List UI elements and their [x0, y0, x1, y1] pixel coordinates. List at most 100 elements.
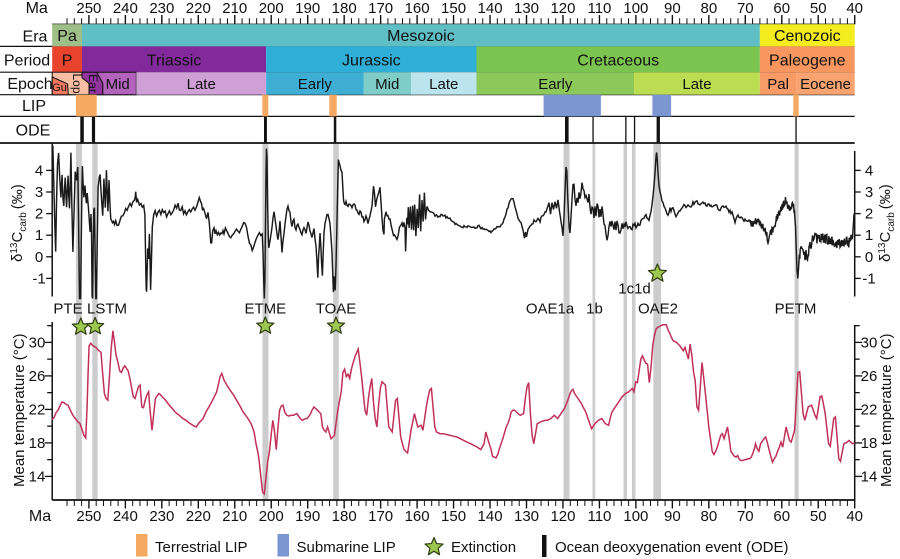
- svg-text:Cenozoic: Cenozoic: [774, 28, 841, 45]
- svg-text:-1: -1: [862, 270, 875, 287]
- svg-text:60: 60: [773, 0, 790, 17]
- svg-text:220: 220: [186, 0, 211, 17]
- svg-text:Late: Late: [429, 76, 458, 93]
- svg-text:0: 0: [35, 249, 43, 266]
- svg-text:210: 210: [222, 508, 247, 525]
- svg-text:230: 230: [149, 0, 174, 17]
- svg-text:δ13Ccarb (‰): δ13Ccarb (‰): [877, 184, 897, 262]
- svg-text:ETME: ETME: [244, 301, 286, 318]
- svg-text:90: 90: [664, 508, 681, 525]
- svg-text:Era: Era: [23, 29, 48, 46]
- svg-text:LIP: LIP: [22, 98, 46, 115]
- svg-text:LSTM: LSTM: [87, 301, 127, 318]
- svg-text:Mid: Mid: [375, 76, 399, 93]
- svg-text:Ear: Ear: [86, 74, 100, 93]
- svg-text:60: 60: [773, 508, 790, 525]
- svg-text:Eocene: Eocene: [800, 76, 851, 93]
- svg-text:160: 160: [405, 0, 430, 17]
- svg-text:1: 1: [35, 227, 43, 244]
- svg-text:160: 160: [405, 508, 430, 525]
- svg-text:Epoch: Epoch: [7, 76, 52, 93]
- svg-text:22: 22: [861, 401, 878, 418]
- svg-text:0: 0: [865, 249, 873, 266]
- svg-text:18: 18: [861, 435, 878, 452]
- svg-text:120: 120: [550, 508, 575, 525]
- svg-text:70: 70: [737, 508, 754, 525]
- svg-text:40: 40: [846, 508, 863, 525]
- svg-text:2: 2: [35, 206, 43, 223]
- svg-text:1: 1: [865, 227, 873, 244]
- svg-text:140: 140: [478, 0, 503, 17]
- svg-text:110: 110: [587, 0, 611, 17]
- svg-text:250: 250: [76, 0, 101, 17]
- svg-text:Mean temperature (°C): Mean temperature (°C): [878, 333, 895, 487]
- svg-text:14: 14: [861, 468, 878, 485]
- svg-text:Paleogene: Paleogene: [769, 52, 846, 69]
- svg-text:TOAE: TOAE: [316, 301, 357, 318]
- svg-text:14: 14: [29, 468, 46, 485]
- svg-text:26: 26: [29, 368, 46, 385]
- svg-text:90: 90: [664, 0, 681, 17]
- svg-text:190: 190: [295, 0, 320, 17]
- svg-text:Ma: Ma: [26, 0, 48, 17]
- svg-text:Pa: Pa: [57, 28, 77, 45]
- svg-text:Jurassic: Jurassic: [342, 52, 401, 69]
- svg-text:Early: Early: [298, 76, 333, 93]
- svg-text:4: 4: [865, 162, 873, 179]
- svg-text:120: 120: [550, 0, 575, 17]
- svg-text:OAE1a: OAE1a: [526, 301, 575, 318]
- svg-text:Ocean deoxygenation event (ODE: Ocean deoxygenation event (ODE): [555, 539, 788, 556]
- svg-text:OAE2: OAE2: [638, 301, 678, 318]
- svg-text:Late: Late: [682, 76, 711, 93]
- svg-text:220: 220: [186, 508, 211, 525]
- svg-text:180: 180: [332, 508, 357, 525]
- svg-text:170: 170: [368, 508, 393, 525]
- svg-text:ODE: ODE: [16, 123, 51, 140]
- svg-text:80: 80: [700, 508, 717, 525]
- svg-text:2: 2: [865, 206, 873, 223]
- svg-text:30: 30: [29, 334, 46, 351]
- svg-text:Early: Early: [538, 76, 573, 93]
- svg-text:50: 50: [810, 0, 827, 17]
- svg-text:Terrestrial LIP: Terrestrial LIP: [155, 539, 248, 556]
- svg-text:22: 22: [29, 401, 46, 418]
- svg-text:30: 30: [861, 334, 878, 351]
- svg-text:200: 200: [259, 0, 284, 17]
- svg-text:Mid: Mid: [106, 76, 130, 93]
- svg-text:P: P: [62, 52, 73, 69]
- svg-text:Cretaceous: Cretaceous: [577, 52, 659, 69]
- svg-text:3: 3: [35, 184, 43, 201]
- svg-text:50: 50: [810, 508, 827, 525]
- svg-text:Late: Late: [187, 76, 216, 93]
- svg-text:100: 100: [623, 508, 648, 525]
- svg-text:Mesozoic: Mesozoic: [387, 28, 455, 45]
- svg-text:180: 180: [332, 0, 357, 17]
- svg-text:Triassic: Triassic: [147, 52, 202, 69]
- svg-text:110: 110: [587, 508, 611, 525]
- svg-text:40: 40: [846, 0, 863, 17]
- svg-text:140: 140: [478, 508, 503, 525]
- svg-text:δ13Ccarb (‰): δ13Ccarb (‰): [9, 184, 29, 262]
- svg-text:200: 200: [259, 508, 284, 525]
- svg-text:170: 170: [368, 0, 393, 17]
- svg-text:210: 210: [222, 0, 247, 17]
- svg-text:80: 80: [700, 0, 717, 17]
- svg-text:Submarine LIP: Submarine LIP: [297, 539, 396, 556]
- svg-text:-1: -1: [32, 270, 45, 287]
- svg-text:1c1d: 1c1d: [618, 281, 651, 298]
- svg-text:1b: 1b: [586, 301, 603, 318]
- svg-text:70: 70: [737, 0, 754, 17]
- svg-text:Gu: Gu: [52, 82, 67, 94]
- svg-text:Extinction: Extinction: [451, 539, 516, 556]
- svg-text:250: 250: [76, 508, 101, 525]
- svg-text:Lop: Lop: [70, 73, 84, 93]
- svg-text:26: 26: [861, 368, 878, 385]
- svg-text:100: 100: [623, 0, 648, 17]
- svg-text:240: 240: [113, 0, 138, 17]
- svg-text:Ma: Ma: [29, 508, 51, 525]
- svg-text:230: 230: [149, 508, 174, 525]
- svg-text:18: 18: [29, 435, 46, 452]
- svg-text:Pal: Pal: [767, 76, 789, 93]
- svg-text:150: 150: [441, 0, 466, 17]
- svg-text:PTE: PTE: [53, 301, 82, 318]
